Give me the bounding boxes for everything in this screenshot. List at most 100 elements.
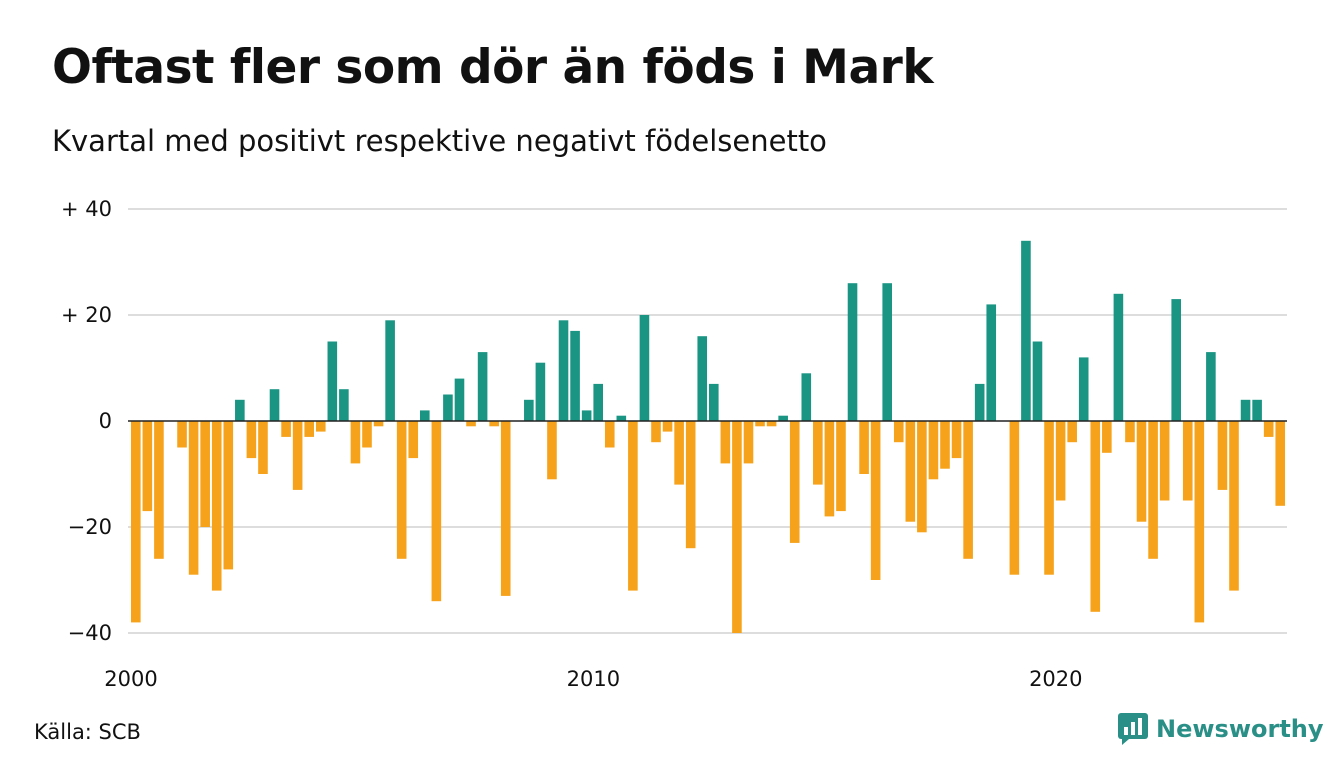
bar <box>789 421 800 543</box>
bar <box>258 421 268 474</box>
bar <box>500 421 511 596</box>
bar <box>940 421 950 469</box>
bar <box>1194 421 1205 623</box>
bar <box>963 421 973 559</box>
bar <box>1032 341 1043 421</box>
bar <box>732 421 742 633</box>
bar <box>1067 421 1077 443</box>
bar <box>1159 421 1170 501</box>
y-tick-label: + 20 <box>61 303 112 327</box>
bar <box>1275 421 1286 506</box>
bar <box>1252 399 1262 421</box>
y-tick-label: −20 <box>68 515 112 539</box>
bar <box>581 410 592 421</box>
bar <box>870 421 881 580</box>
bar <box>1240 399 1251 421</box>
bar <box>524 399 534 421</box>
bar <box>1078 357 1089 421</box>
bar <box>420 410 430 421</box>
bar <box>558 320 569 421</box>
y-tick-label: 0 <box>99 409 112 433</box>
bar <box>443 394 453 421</box>
newsworthy-logo-icon <box>1118 713 1148 745</box>
bar <box>154 421 164 559</box>
bar <box>570 330 580 421</box>
bar <box>547 421 557 480</box>
bar <box>847 283 858 421</box>
source-note: Källa: SCB <box>34 720 141 744</box>
bar <box>188 421 199 575</box>
bar <box>200 421 210 527</box>
bar <box>385 320 395 421</box>
bar-chart: + 40 + 20 0 −20 −40 2000 2010 2020 <box>61 197 1287 691</box>
bar <box>1055 421 1066 501</box>
axes: + 40 + 20 0 −20 −40 2000 2010 2020 <box>61 197 1287 691</box>
bar <box>778 415 788 421</box>
bar <box>1113 293 1124 421</box>
bar <box>1102 421 1112 453</box>
bar <box>1171 299 1181 421</box>
bar <box>743 421 754 464</box>
bar <box>1136 421 1147 522</box>
bar <box>951 421 962 459</box>
bar <box>431 421 442 602</box>
bar <box>709 383 719 421</box>
bar <box>454 378 465 421</box>
bar <box>905 421 916 522</box>
bar <box>974 383 985 421</box>
bar <box>246 421 257 459</box>
bar <box>720 421 731 464</box>
bar <box>1229 421 1239 591</box>
bar <box>604 421 615 448</box>
bar <box>373 421 384 427</box>
bar <box>813 421 823 485</box>
bar <box>304 421 314 437</box>
bar <box>662 421 673 432</box>
bar <box>339 389 349 421</box>
brand[interactable]: Newsworthy <box>1118 713 1324 745</box>
x-tick-label: 2010 <box>567 667 620 691</box>
bar <box>177 421 187 448</box>
bar <box>1206 352 1216 421</box>
bar <box>674 421 684 485</box>
bar <box>697 336 708 421</box>
y-tick-label: + 40 <box>61 197 112 221</box>
bar <box>535 362 546 421</box>
bar <box>639 315 650 421</box>
bar <box>396 421 407 559</box>
bar <box>408 421 419 459</box>
bars <box>131 240 1286 633</box>
bar <box>281 421 291 437</box>
bar <box>755 421 765 427</box>
bar <box>824 421 835 517</box>
bar <box>766 421 777 427</box>
bar <box>1090 421 1101 612</box>
bar <box>628 421 638 591</box>
bar <box>350 421 361 464</box>
bar <box>1263 421 1274 437</box>
bar <box>466 421 476 427</box>
bar <box>1217 421 1228 490</box>
chart-subtitle: Kvartal med positivt respektive negativt… <box>52 124 827 158</box>
bar <box>235 399 245 421</box>
bar <box>1021 240 1031 421</box>
chart-title: Oftast fler som dör än föds i Mark <box>52 40 934 95</box>
bar <box>1044 421 1054 575</box>
bar <box>477 352 488 421</box>
x-tick-label: 2000 <box>104 667 157 691</box>
y-tick-label: −40 <box>68 621 112 645</box>
bar <box>685 421 696 549</box>
bar <box>1182 421 1193 501</box>
bar <box>362 421 372 448</box>
brand-name: Newsworthy <box>1156 715 1324 743</box>
bar <box>882 283 892 421</box>
bar <box>1148 421 1158 559</box>
bar <box>223 421 234 570</box>
bar <box>836 421 846 512</box>
bar <box>142 421 153 512</box>
bar <box>801 373 812 421</box>
bar <box>616 415 627 421</box>
bar <box>211 421 222 591</box>
bar <box>1125 421 1135 443</box>
x-tick-label: 2020 <box>1029 667 1082 691</box>
